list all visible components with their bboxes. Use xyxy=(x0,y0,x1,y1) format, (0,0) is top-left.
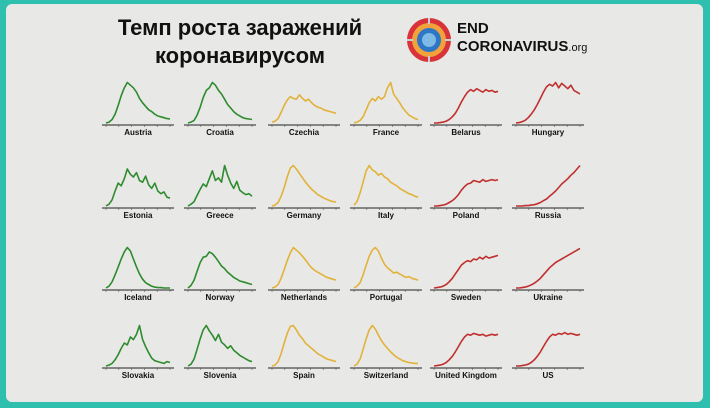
country-label: Italy xyxy=(378,211,395,220)
country-label: Poland xyxy=(453,211,480,220)
mini-chart-spain: Spain xyxy=(268,324,340,380)
country-label: Slovenia xyxy=(204,371,237,380)
series-line xyxy=(187,81,253,124)
mini-chart-france: France xyxy=(350,81,422,137)
chart-panel xyxy=(6,4,703,402)
series-line xyxy=(353,324,418,367)
logo-line-2: CORONAVIRUS xyxy=(457,38,569,55)
mini-chart-estonia: Estonia xyxy=(102,168,174,220)
mini-chart-iceland: Iceland xyxy=(102,246,174,302)
mini-chart-czechia: Czechia xyxy=(268,94,340,137)
mini-chart-switzerland: Switzerland xyxy=(350,324,422,380)
mini-chart-belarus: Belarus xyxy=(430,87,502,137)
country-label: Slovakia xyxy=(122,371,155,380)
country-label: Austria xyxy=(124,128,152,137)
mini-chart-us: US xyxy=(512,331,584,380)
series-line xyxy=(516,164,581,207)
series-line xyxy=(353,246,419,289)
mini-chart-italy: Italy xyxy=(350,164,422,220)
series-line xyxy=(187,251,253,289)
series-line xyxy=(271,164,337,207)
mini-chart-portugal: Portugal xyxy=(350,246,422,302)
mini-chart-croatia: Croatia xyxy=(184,81,256,137)
series-line xyxy=(515,81,581,124)
mini-chart-united-kingdom: United Kingdom xyxy=(430,332,502,380)
endcoronavirus-logo: END CORONAVIRUS.org xyxy=(405,16,605,66)
mini-chart-austria: Austria xyxy=(102,81,174,137)
series-line xyxy=(271,324,337,367)
country-label: Ukraine xyxy=(533,293,563,302)
mini-chart-slovenia: Slovenia xyxy=(184,324,256,380)
mini-chart-greece: Greece xyxy=(184,164,256,220)
country-label: US xyxy=(542,371,554,380)
mini-chart-poland: Poland xyxy=(430,178,502,220)
series-line xyxy=(187,324,253,367)
country-label: Russia xyxy=(535,211,562,220)
country-label: Norway xyxy=(206,293,235,302)
series-line xyxy=(516,247,581,289)
country-label: Portugal xyxy=(370,293,402,302)
country-label: Spain xyxy=(293,371,315,380)
country-label: Belarus xyxy=(451,128,481,137)
series-line xyxy=(271,94,337,123)
mini-chart-russia: Russia xyxy=(512,164,584,220)
page-title: Темп роста заражений коронавирусом xyxy=(95,14,385,70)
logo-wordmark: END CORONAVIRUS.org xyxy=(457,20,587,57)
logo-line-1: END xyxy=(457,20,489,37)
country-label: Hungary xyxy=(532,128,565,137)
mini-chart-ukraine: Ukraine xyxy=(512,247,584,302)
series-line xyxy=(434,87,499,124)
title-line-1: Темп роста заражений xyxy=(117,15,363,40)
mini-chart-netherlands: Netherlands xyxy=(268,246,340,302)
country-label: France xyxy=(373,128,400,137)
series-line xyxy=(353,164,419,206)
country-label: Netherlands xyxy=(281,293,328,302)
series-line xyxy=(271,246,337,289)
series-line xyxy=(105,81,171,124)
country-label: Switzerland xyxy=(364,371,409,380)
series-line xyxy=(353,81,419,124)
country-label: Sweden xyxy=(451,293,481,302)
series-line xyxy=(105,324,171,367)
series-line xyxy=(433,254,499,289)
country-label: Greece xyxy=(206,211,234,220)
logo-suffix: .org xyxy=(568,42,588,54)
mini-chart-sweden: Sweden xyxy=(430,254,502,302)
title-line-2: коронавирусом xyxy=(154,43,326,68)
series-line xyxy=(434,178,499,207)
country-label: Croatia xyxy=(206,128,234,137)
country-label: Czechia xyxy=(289,128,320,137)
country-label: Iceland xyxy=(124,293,152,302)
country-label: United Kingdom xyxy=(435,371,497,380)
series-line xyxy=(105,168,171,207)
mini-chart-norway: Norway xyxy=(184,251,256,302)
series-line xyxy=(433,332,499,367)
mini-chart-slovakia: Slovakia xyxy=(102,324,174,380)
virus-globe-icon xyxy=(407,18,451,62)
country-label: Germany xyxy=(287,211,322,220)
series-line xyxy=(105,246,170,289)
series-line xyxy=(516,331,581,367)
country-label: Estonia xyxy=(124,211,153,220)
series-line xyxy=(187,164,253,207)
mini-chart-hungary: Hungary xyxy=(512,81,584,137)
mini-chart-germany: Germany xyxy=(268,164,340,220)
